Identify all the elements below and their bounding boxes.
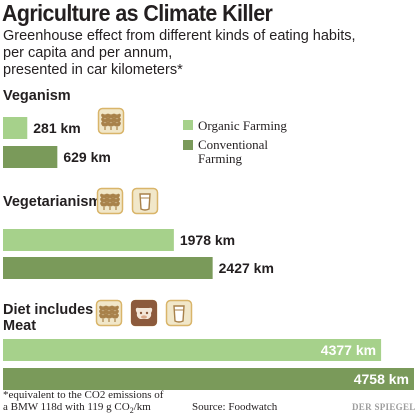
group-label-diet-includes-meat-line-1: Diet includes <box>3 302 93 318</box>
legend-label-organic: Organic Farming <box>198 118 287 133</box>
chart-subtitle: Greenhouse effect from different kinds o… <box>3 28 363 79</box>
bar-diet-includes-meat-conventional <box>3 368 414 390</box>
footnote-line-2: a BMW 118d with 119 g CO2/km <box>3 401 151 416</box>
footnote: *equivalent to the CO2 emissions of a BM… <box>3 389 163 417</box>
veganism-grain-icon <box>97 107 125 135</box>
legend-label-conventional-line-1: Conventional <box>198 137 268 152</box>
group-label-veganism-line-1: Veganism <box>3 88 71 104</box>
value-label-vegetarianism-conventional: 2427 km <box>219 260 274 276</box>
value-label-diet-includes-meat-organic: 4377 km <box>321 342 376 358</box>
publisher-logo: DER SPIEGEL <box>352 402 416 412</box>
value-label-diet-includes-meat-conventional: 4758 km <box>354 371 409 387</box>
bar-veganism-organic <box>3 117 28 139</box>
subtitle-line-2: per capita and per annum, <box>3 45 173 61</box>
subtitle-line-1: Greenhouse effect from different kinds o… <box>3 28 356 44</box>
group-label-diet-includes-meat-line-2: Meat <box>3 318 36 334</box>
footnote-line-1: *equivalent to the CO2 emissions of <box>3 389 164 401</box>
diet-includes-meat-cow-icon <box>130 299 158 327</box>
source-note: Source: Foodwatch <box>192 401 278 413</box>
value-label-veganism-conventional: 629 km <box>63 149 110 165</box>
diet-includes-meat-milk-icon <box>165 299 193 327</box>
bar-veganism-conventional <box>3 146 58 168</box>
group-label-vegetarianism-line-1: Vegetarianism <box>3 194 101 210</box>
bar-vegetarianism-conventional <box>3 257 213 279</box>
legend-swatch-organic <box>183 120 193 130</box>
value-label-vegetarianism-organic: 1978 km <box>180 232 235 248</box>
legend-label-conventional-line-2: Farming <box>198 151 243 166</box>
bar-vegetarianism-organic <box>3 229 174 251</box>
diet-includes-meat-grain-icon <box>95 299 123 327</box>
vegetarianism-grain-icon <box>96 187 124 215</box>
legend-swatch-conventional <box>183 140 193 150</box>
bar-diet-includes-meat-organic <box>3 339 382 361</box>
vegetarianism-milk-icon <box>131 187 159 215</box>
subtitle-line-3: presented in car kilometers* <box>3 62 183 78</box>
value-label-veganism-organic: 281 km <box>33 120 80 136</box>
chart-title: Agriculture as Climate Killer <box>2 0 273 26</box>
